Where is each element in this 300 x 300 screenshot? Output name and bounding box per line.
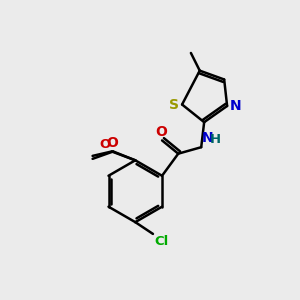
Text: N: N (230, 99, 242, 113)
Text: N: N (202, 131, 213, 146)
Text: H: H (209, 133, 220, 146)
Text: S: S (169, 98, 179, 112)
Text: O: O (106, 136, 118, 150)
Text: O: O (99, 138, 110, 151)
Text: Cl: Cl (154, 235, 168, 248)
Text: O: O (155, 125, 167, 139)
